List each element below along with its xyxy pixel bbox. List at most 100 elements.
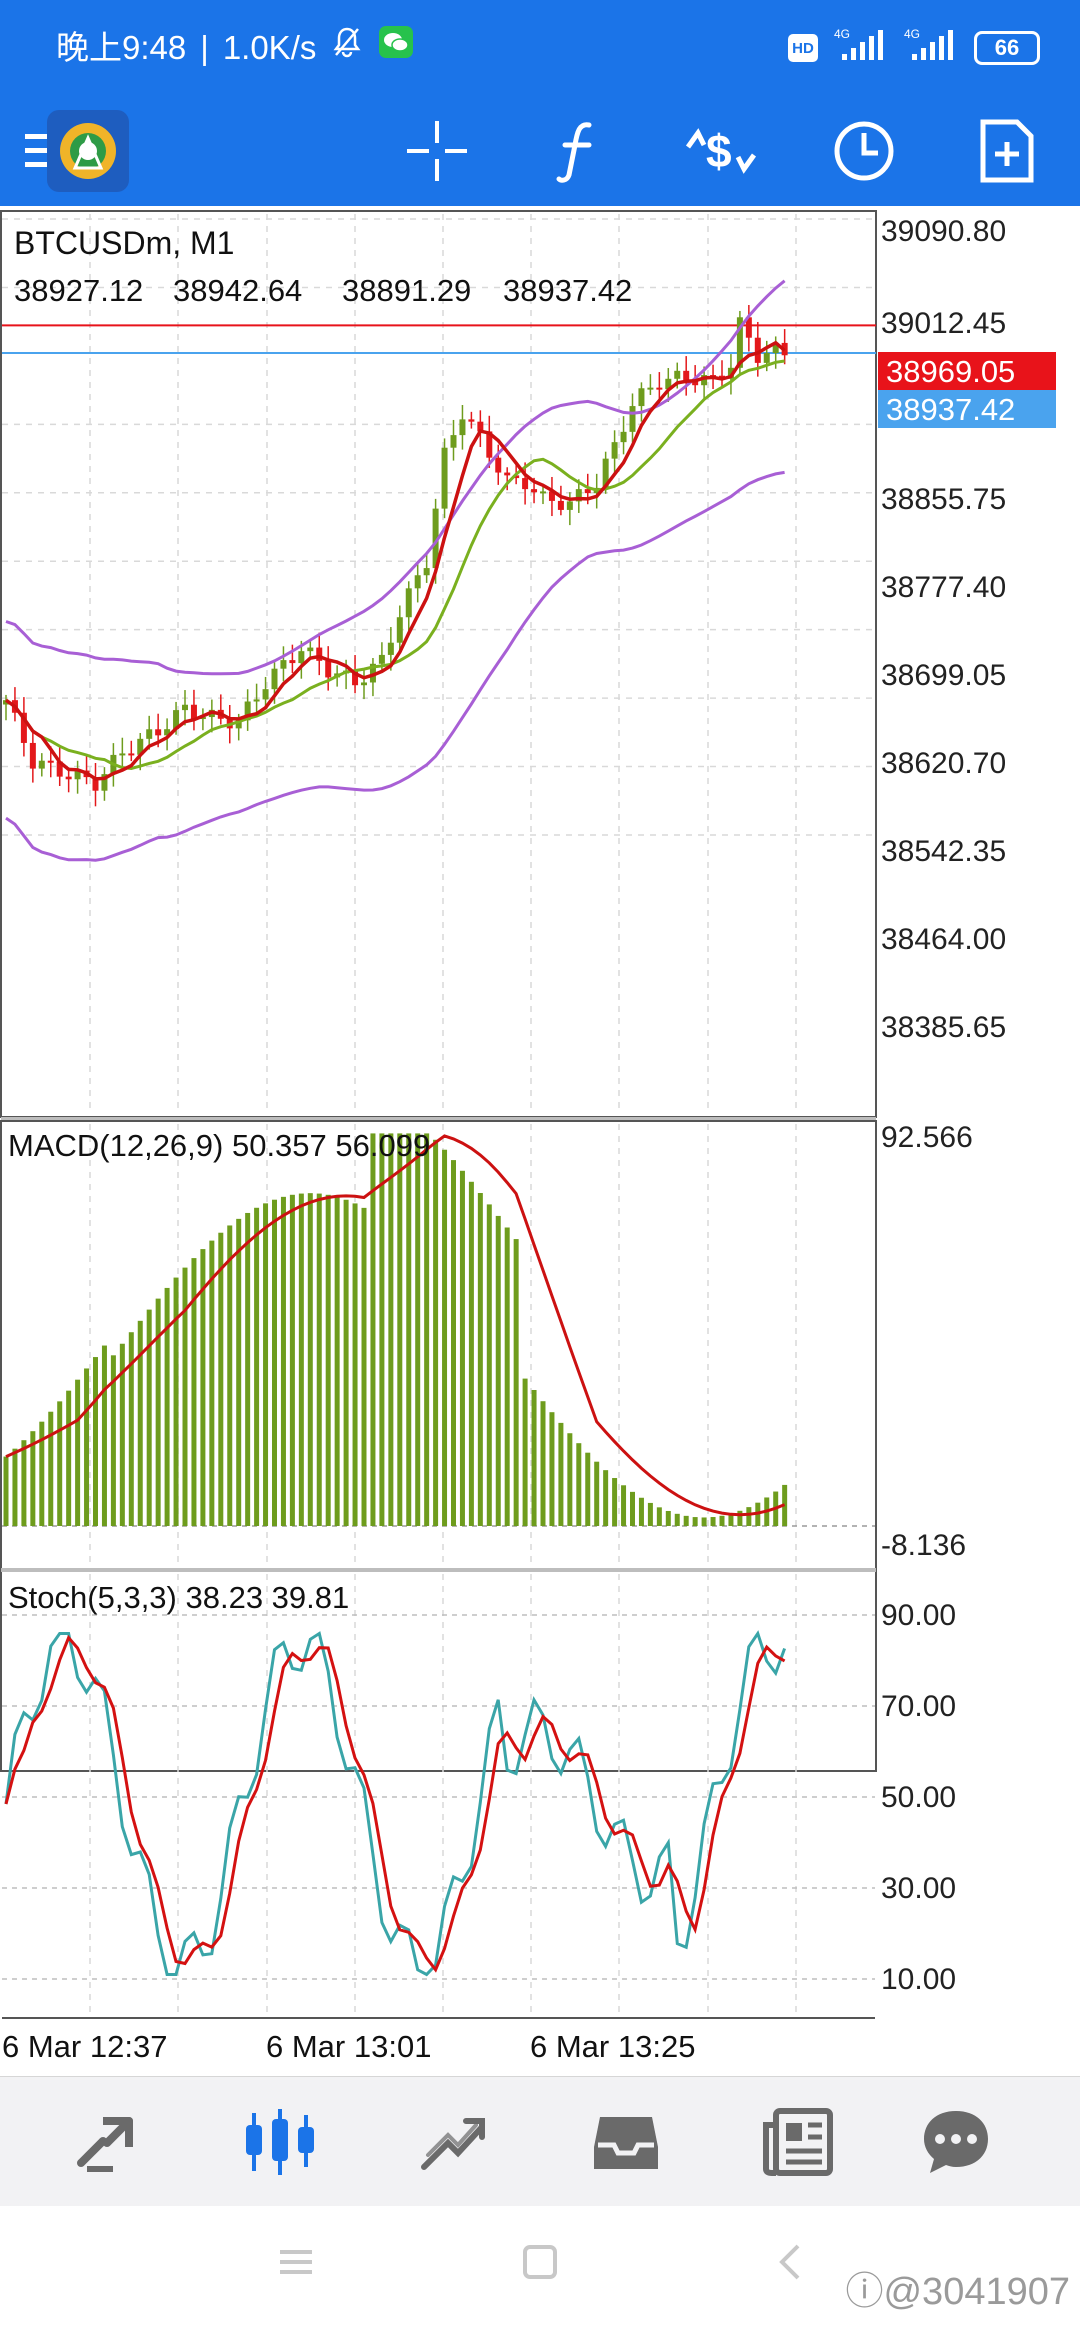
- candle-body: [656, 387, 663, 390]
- macd-bar: [486, 1204, 492, 1526]
- pane-divider: [1, 1568, 876, 1572]
- candle-body: [235, 720, 242, 729]
- macd-bar: [594, 1461, 600, 1526]
- candle-body: [119, 753, 126, 756]
- macd-bar: [289, 1194, 295, 1526]
- ohlc-close: 38937.42: [503, 273, 632, 308]
- macd-bar: [218, 1232, 224, 1526]
- candle-body: [486, 431, 493, 458]
- candle-body: [557, 500, 564, 510]
- back-icon[interactable]: [772, 2244, 808, 2285]
- indicators-icon[interactable]: [524, 96, 634, 206]
- ohlc-open: 38927.12: [14, 273, 143, 308]
- stoch-main-line: [4, 1630, 787, 1977]
- macd-bar: [21, 1440, 27, 1526]
- chart-icon[interactable]: [215, 2077, 345, 2207]
- candle-body: [173, 710, 180, 730]
- candle-body: [155, 729, 162, 736]
- candle-body: [405, 588, 412, 618]
- chat-icon[interactable]: [891, 2077, 1021, 2207]
- macd-bar: [468, 1181, 474, 1526]
- stoch-series: [4, 1630, 787, 1977]
- chart-toolbar: $: [0, 96, 1080, 206]
- macd-bar: [388, 1133, 394, 1526]
- history-icon[interactable]: [561, 2077, 691, 2207]
- macd-bar: [513, 1239, 519, 1526]
- candle-body: [459, 419, 466, 436]
- chart-area[interactable]: 39090.80 39012.45 38855.75 38777.40 3869…: [0, 206, 1080, 2076]
- app-logo[interactable]: [33, 96, 143, 206]
- home-icon[interactable]: [522, 2244, 558, 2285]
- new-order-icon[interactable]: [952, 96, 1062, 206]
- macd-bar: [567, 1433, 573, 1526]
- candle-body: [745, 317, 752, 338]
- candle-body: [253, 699, 260, 702]
- macd-bar: [442, 1149, 448, 1526]
- macd-bar: [173, 1277, 179, 1526]
- price-tick: 38855.75: [881, 483, 1006, 516]
- quotes-icon[interactable]: [43, 2077, 173, 2207]
- candle-body: [674, 370, 681, 379]
- macd-bar: [495, 1215, 501, 1526]
- timeframe-icon[interactable]: [809, 96, 919, 206]
- macd-bar: [316, 1193, 322, 1526]
- candle-body: [566, 501, 573, 510]
- candle-body: [513, 475, 520, 479]
- candle-body: [540, 491, 546, 494]
- ohlc-low: 38891.29: [342, 273, 471, 308]
- candle-body: [199, 717, 206, 720]
- macd-bar: [254, 1207, 260, 1526]
- candle-body: [441, 447, 448, 509]
- recents-icon[interactable]: [278, 2244, 314, 2285]
- macd-bar: [272, 1199, 277, 1526]
- macd-series: [3, 1133, 788, 1526]
- macd-bar: [227, 1225, 233, 1526]
- candle-body: [325, 660, 332, 678]
- macd-bar: [701, 1517, 707, 1526]
- bollinger-upper: [5, 279, 786, 676]
- candle-body: [414, 575, 421, 589]
- macd-bar: [433, 1139, 439, 1526]
- candle-body: [262, 689, 269, 700]
- macd-bar: [66, 1390, 72, 1526]
- candle-body: [146, 729, 153, 739]
- macd-bar: [3, 1456, 9, 1526]
- macd-bar: [155, 1298, 161, 1526]
- crosshair-icon[interactable]: [382, 96, 492, 206]
- chart-canvas[interactable]: 39090.80 39012.45 38855.75 38777.40 3869…: [0, 206, 1080, 2076]
- stoch-level: 10.00: [881, 1963, 956, 1996]
- macd-bar: [200, 1249, 206, 1526]
- macd-bar: [710, 1517, 716, 1526]
- candle-body: [361, 682, 367, 686]
- stoch-level: 90.00: [881, 1599, 956, 1632]
- price-tick: 39090.80: [881, 215, 1006, 248]
- macd-bar: [630, 1491, 635, 1526]
- candle-body: [423, 568, 430, 576]
- news-icon[interactable]: [733, 2077, 863, 2207]
- signal-icon-2: 4G: [904, 27, 958, 68]
- stoch-level: 70.00: [881, 1690, 956, 1723]
- indicator-pane-frame: [0, 1120, 877, 1772]
- macd-bar: [209, 1240, 215, 1526]
- candle-body: [378, 654, 385, 664]
- candle-body: [575, 489, 582, 502]
- candle-body: [190, 704, 197, 719]
- candle-body: [56, 761, 63, 777]
- svg-text:$: $: [706, 125, 732, 177]
- candle-body: [638, 388, 645, 407]
- candle-body: [736, 317, 743, 368]
- bid-price-tag: [878, 390, 1056, 428]
- trade-icon[interactable]: $: [666, 96, 776, 206]
- candle-body: [369, 663, 376, 683]
- menu-icon[interactable]: [0, 96, 80, 206]
- candle-body: [289, 660, 296, 664]
- macd-bar: [719, 1515, 725, 1526]
- stoch-level: 50.00: [881, 1781, 956, 1814]
- trade-nav-icon[interactable]: [388, 2077, 518, 2207]
- macd-bar: [93, 1357, 98, 1526]
- macd-bar: [603, 1470, 609, 1526]
- macd-bar: [585, 1452, 591, 1526]
- macd-bar: [48, 1411, 54, 1526]
- hd-icon: HD: [788, 34, 818, 62]
- macd-bar: [540, 1401, 546, 1526]
